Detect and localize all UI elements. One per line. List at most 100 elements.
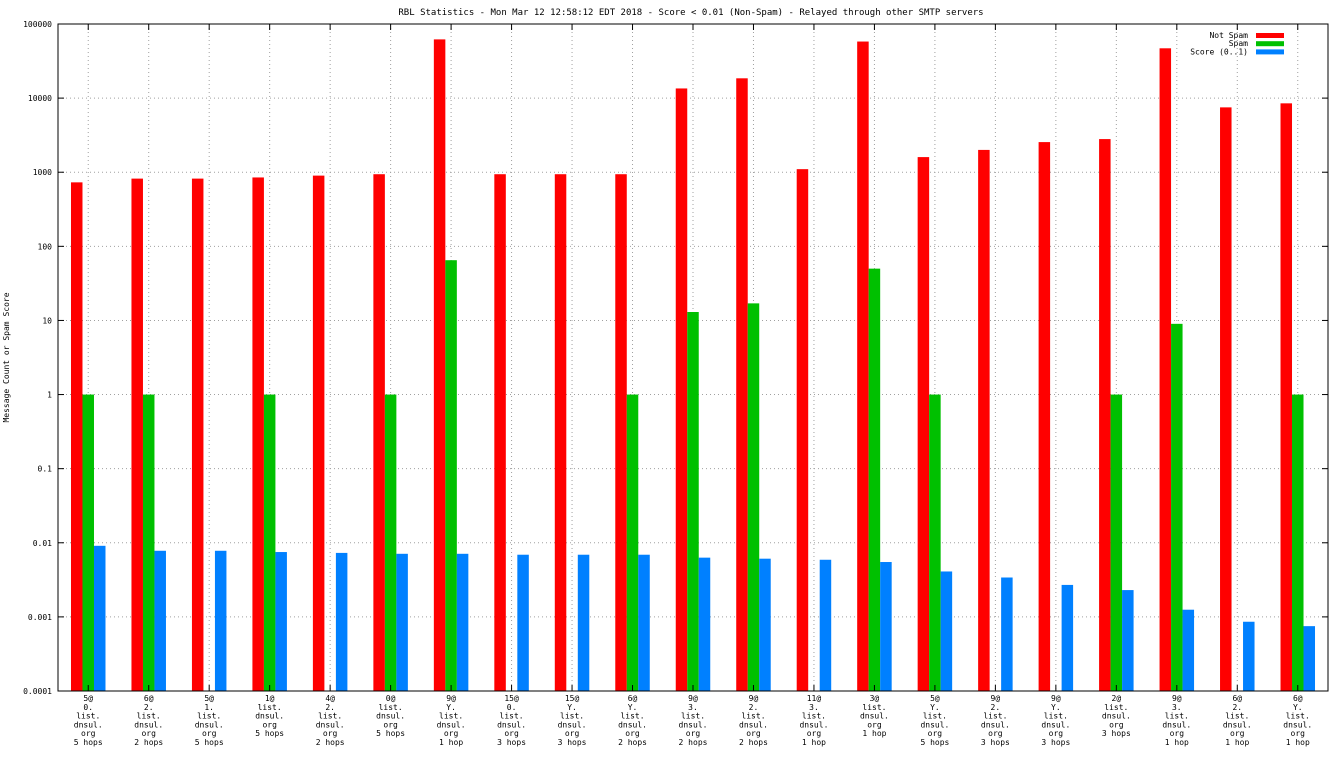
bar-not-spam	[675, 88, 688, 692]
legend-swatch-score	[1256, 49, 1284, 55]
bar-spam	[868, 268, 881, 691]
x-tick-label: 5@ Y. list. dnsul. org 5 hops	[920, 694, 949, 747]
x-tick-label: 6@ 2. list. dnsul. org 1 hop	[1223, 694, 1252, 747]
y-tick-label: 0.01	[33, 539, 52, 548]
bar-score	[517, 554, 529, 691]
bar-spam	[929, 394, 941, 691]
x-tick-label: 11@ 3. list. dnsul. org 1 hop	[799, 694, 828, 747]
bar-score	[638, 554, 650, 691]
bar-score	[275, 552, 287, 691]
bar-not-spam	[373, 174, 385, 691]
bar-not-spam	[857, 41, 869, 692]
y-tick-label: 10	[42, 316, 52, 325]
bar-not-spam	[615, 174, 627, 691]
x-tick-label: 9@ 3. list. dnsul. org 1 hop	[1162, 694, 1191, 747]
bar-spam	[384, 394, 397, 691]
bar-not-spam	[1280, 103, 1293, 692]
chart-title: RBL Statistics - Mon Mar 12 12:58:12 EDT…	[398, 8, 983, 18]
x-tick-label: 9@ Y. list. dnsul. org 1 hop	[437, 694, 466, 747]
x-tick-label: 6@ Y. list. dnsul. org 1 hop	[1283, 694, 1312, 747]
x-tick-label: 5@ 1. list. dnsul. org 5 hops	[195, 694, 224, 747]
bar-score	[819, 559, 832, 691]
x-tick-label: 5@ 0. list. dnsul. org 5 hops	[74, 694, 103, 747]
y-tick-label: 100	[38, 242, 53, 251]
bar-not-spam	[252, 177, 264, 691]
legend-swatch-not-spam	[1256, 33, 1284, 38]
bar-not-spam	[796, 169, 809, 692]
x-tick-label: 9@ Y. list. dnsul. org 3 hops	[1041, 694, 1070, 747]
bar-not-spam	[978, 149, 990, 692]
x-tick-label: 9@ 2. list. dnsul. org 3 hops	[981, 694, 1010, 747]
x-tick-label: 9@ 3. list. dnsul. org 2 hops	[679, 694, 708, 747]
bar-not-spam	[917, 157, 930, 691]
x-tick-label: 3@ list. dnsul. org 1 hop	[860, 694, 889, 738]
x-tick-label: 6@ Y. list. dnsul. org 2 hops	[618, 694, 647, 747]
bar-spam	[445, 260, 457, 691]
bar-score	[154, 550, 166, 691]
bar-score	[396, 553, 408, 691]
x-tick-label: 15@ 0. list. dnsul. org 3 hops	[497, 694, 526, 747]
x-tick-label: 2@ list. dnsul. org 3 hops	[1102, 694, 1131, 738]
legend-label-score: Score (0..1)	[1190, 47, 1248, 56]
bar-not-spam	[1159, 48, 1172, 691]
bar-score	[1122, 590, 1134, 691]
bar-score	[1303, 626, 1316, 691]
y-tick-label: 0.001	[28, 613, 52, 622]
bar-score	[940, 571, 953, 691]
bar-not-spam	[131, 178, 143, 692]
bar-not-spam	[1099, 139, 1111, 692]
bar-spam	[1171, 323, 1183, 691]
labels-layer: 0.0001 0.001 0.01 0.1 1 10 100 1000 10000 100000 5…	[23, 20, 1312, 747]
bar-spam	[142, 394, 155, 691]
bar-not-spam	[736, 78, 748, 691]
y-tick-label: 1000	[33, 168, 52, 177]
bar-score	[1061, 584, 1074, 691]
bar-spam	[82, 394, 94, 691]
bar-score	[698, 557, 711, 691]
bar-not-spam	[70, 182, 83, 692]
y-tick-label: 10000	[28, 94, 52, 103]
bar-score	[577, 554, 590, 691]
bar-score	[1243, 621, 1255, 691]
bars-layer	[70, 39, 1316, 692]
bar-spam	[263, 394, 276, 691]
bar-not-spam	[1038, 142, 1051, 691]
bar-score	[335, 552, 348, 691]
bar-not-spam	[494, 174, 506, 691]
bar-score	[880, 562, 892, 691]
bar-not-spam	[191, 178, 204, 692]
bar-spam	[747, 303, 760, 691]
bar-not-spam	[1220, 107, 1232, 691]
x-tick-label: 4@ 2. list. dnsul. org 2 hops	[316, 694, 345, 747]
y-tick-label: 1	[47, 391, 52, 400]
x-tick-label: 6@ 2. list. dnsul. org 2 hops	[134, 694, 163, 747]
bar-not-spam	[554, 174, 567, 691]
bar-spam	[1292, 394, 1304, 691]
bar-spam	[1110, 394, 1123, 691]
bar-score	[1001, 577, 1013, 691]
bar-score	[93, 545, 106, 691]
y-tick-label: 0.1	[38, 465, 53, 474]
ticks-layer	[58, 23, 1328, 692]
bar-not-spam	[433, 39, 446, 691]
bar-score	[759, 558, 771, 691]
y-axis-label: Message Count or Spam Score	[2, 292, 11, 422]
x-tick-label: 1@ list. dnsul. org 5 hops	[255, 694, 284, 738]
y-tick-label: 100000	[23, 20, 52, 29]
bar-score	[1182, 609, 1195, 691]
x-tick-label: 9@ 2. list. dnsul. org 2 hops	[739, 694, 768, 747]
bar-not-spam	[312, 175, 325, 692]
bar-score	[456, 553, 469, 691]
bar-spam	[626, 394, 639, 691]
bar-score	[214, 550, 227, 691]
x-tick-label: 15@ Y. list. dnsul. org 3 hops	[558, 694, 587, 747]
bar-spam	[687, 311, 699, 691]
y-tick-label: 0.0001	[23, 687, 52, 696]
x-tick-label: 0@ list. dnsul. org 5 hops	[376, 694, 405, 738]
legend-label-not-spam: Not Spam	[1209, 31, 1248, 40]
legend-swatch-spam	[1256, 41, 1284, 47]
legend-label-spam: Spam	[1229, 39, 1248, 48]
